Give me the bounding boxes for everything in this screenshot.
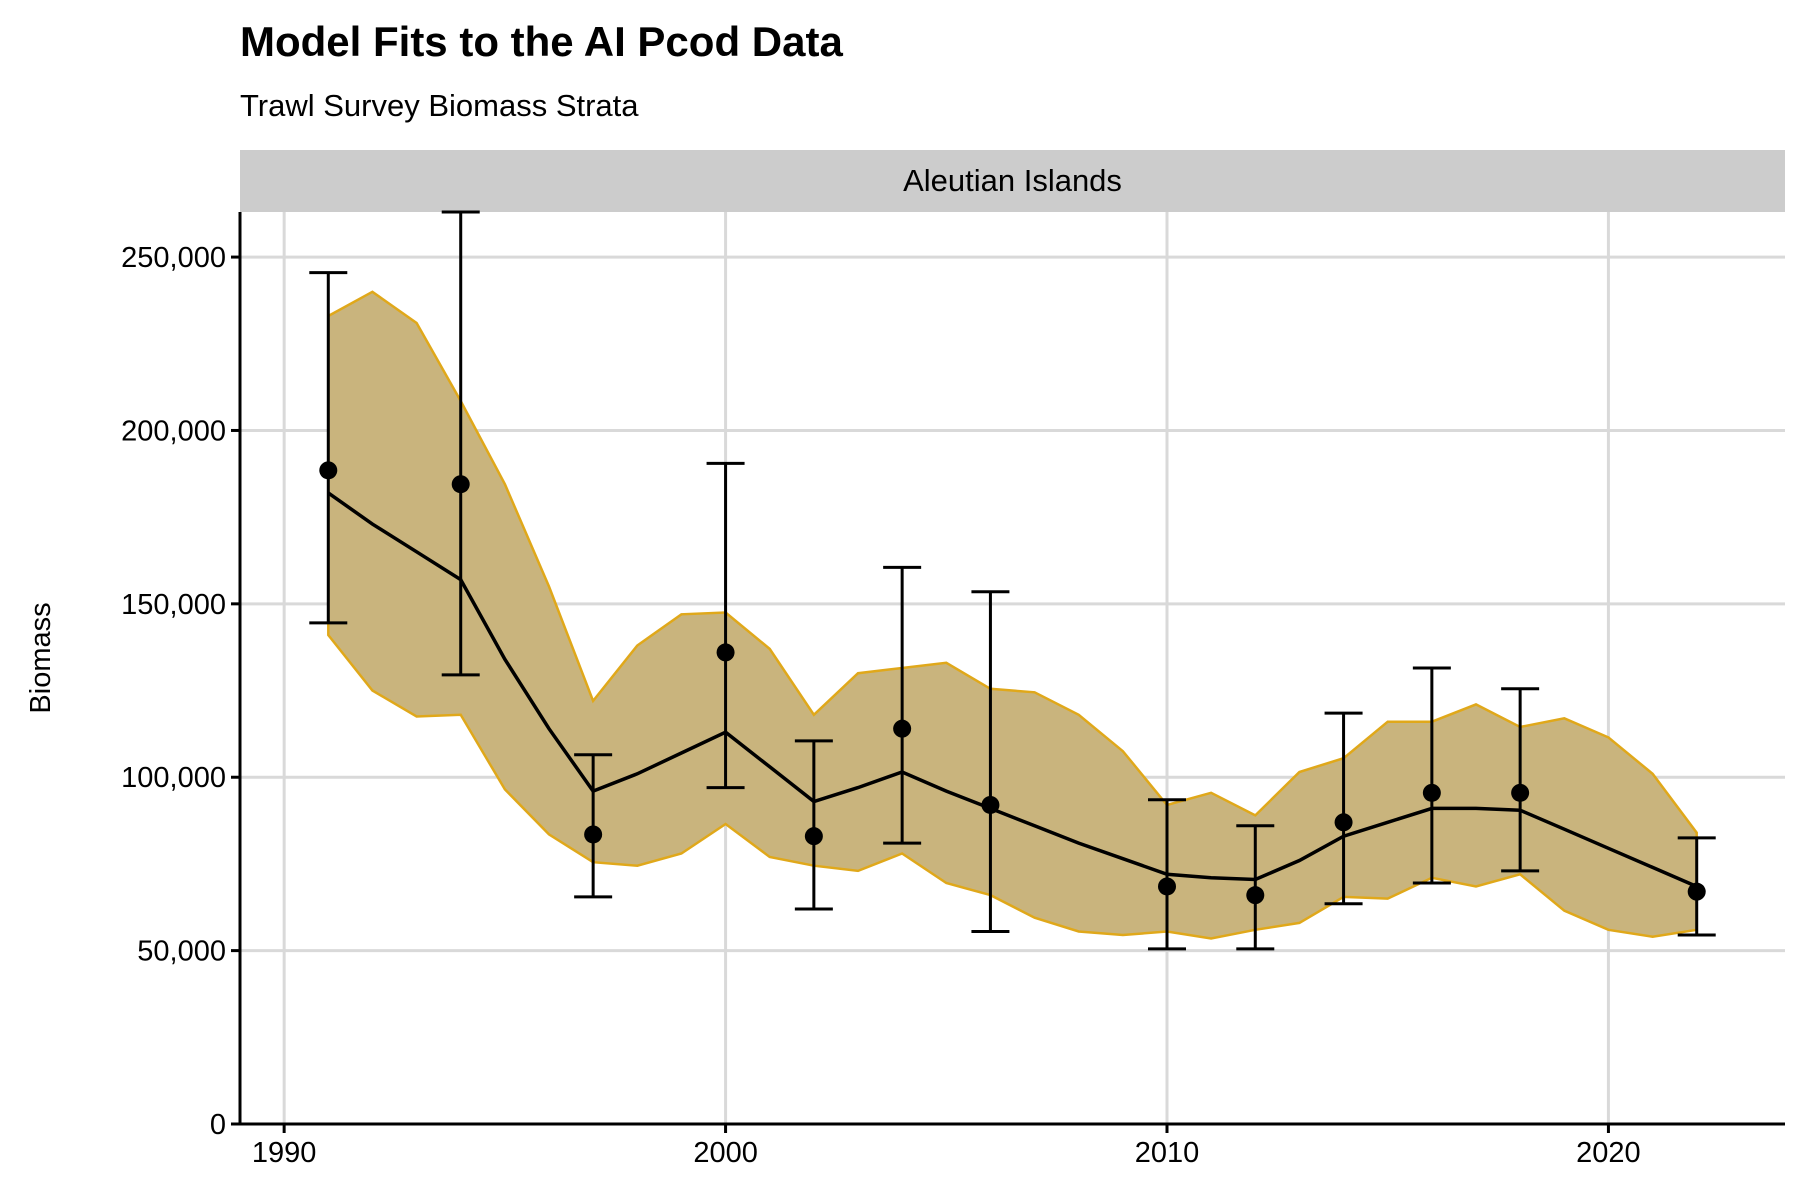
errorbar-1994	[441, 210, 480, 677]
observation-point-2002	[804, 827, 823, 846]
observation-point-1991	[319, 461, 338, 480]
observation-point-1997	[584, 825, 603, 844]
x-tick-label-2010: 2010	[1135, 1137, 1200, 1169]
observation-point-2000	[716, 643, 735, 662]
y-tick-label-0: 0	[210, 1109, 226, 1141]
errorbar-2004	[883, 565, 922, 845]
y-tick-label-100000: 100,000	[121, 762, 226, 794]
y-tick-label-50000: 50,000	[137, 936, 226, 968]
y-tick-label-200000: 200,000	[121, 415, 226, 447]
observation-point-2004	[893, 719, 912, 738]
observation-point-2006	[981, 795, 1000, 814]
errorbar-2016	[1412, 666, 1451, 885]
panel-strip-label: Aleutian Islands	[903, 163, 1122, 198]
model-fit-layer	[327, 491, 1698, 889]
observation-point-2022	[1687, 882, 1706, 901]
chart-title: Model Fits to the AI Pcod Data	[240, 18, 843, 65]
errorbar-layer	[309, 210, 1716, 951]
observation-points-layer	[319, 461, 1706, 905]
observation-point-2018	[1511, 783, 1530, 802]
y-tick-label-250000: 250,000	[121, 242, 226, 274]
panel-strip: Aleutian Islands	[240, 150, 1785, 212]
observation-point-2014	[1334, 813, 1353, 832]
observation-point-1994	[451, 475, 470, 494]
confidence-band-layer	[327, 290, 1698, 940]
errorbar-1991	[309, 271, 348, 625]
errorbar-2010	[1148, 798, 1186, 951]
axes: 1990 2000 2010 2020 0 50,000 100,000 150,000 200…	[121, 212, 1785, 1169]
y-tick-label-150000: 150,000	[121, 589, 226, 621]
errorbar-2000	[706, 461, 745, 790]
observation-point-2012	[1246, 886, 1265, 905]
errorbar-2002	[794, 739, 833, 911]
chart-subtitle: Trawl Survey Biomass Strata	[240, 88, 639, 123]
errorbar-2014	[1324, 711, 1363, 906]
confidence-band	[327, 290, 1698, 940]
x-tick-label-2000: 2000	[693, 1137, 758, 1169]
y-axis-label: Biomass	[25, 602, 57, 713]
x-tick-label-1990: 1990	[252, 1137, 317, 1169]
model-fit-line	[327, 491, 1698, 889]
x-tick-label-2020: 2020	[1576, 1137, 1641, 1169]
errorbar-2006	[971, 590, 1010, 934]
observation-point-2016	[1422, 783, 1441, 802]
observation-point-2010	[1158, 877, 1176, 896]
errorbar-2018	[1501, 687, 1540, 873]
